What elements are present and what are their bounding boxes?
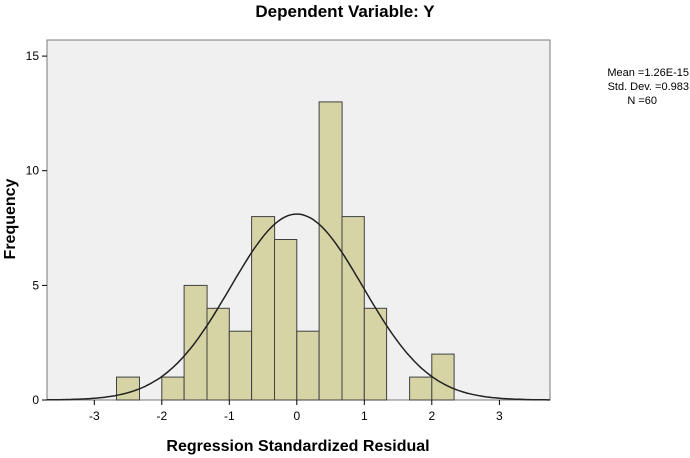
normal-curve: [47, 213, 550, 401]
x-tick-label: 2: [428, 409, 435, 423]
stats-n: N =60: [627, 95, 657, 107]
x-tick-label: -1: [224, 409, 235, 423]
stats-mean: Mean =1.26E-15: [607, 67, 689, 79]
x-tick-label: 3: [496, 409, 503, 423]
histogram-bar-3: [206, 307, 230, 401]
stats-box: Mean =1.26E-15 Std. Dev. =0.983 N =60: [607, 67, 689, 107]
histogram-bar-10: [363, 307, 388, 401]
histogram-bar-12: [431, 353, 455, 401]
x-axis-ticks: -3 -2 -1 0 1 2 3: [89, 400, 503, 423]
histogram-bar-6: [274, 239, 298, 401]
y-tick-label: 15: [26, 49, 40, 63]
y-tick-label: 0: [32, 393, 39, 407]
histogram-bar-5: [251, 216, 276, 401]
histogram-bar-1: [161, 376, 185, 401]
stats-std-dev: Std. Dev. =0.983: [608, 81, 689, 93]
x-axis-title: Regression Standardized Residual: [166, 438, 429, 455]
histogram-bar-7: [296, 330, 320, 401]
x-tick-label: 1: [361, 409, 368, 423]
x-tick-label: 0: [293, 409, 300, 423]
histogram-bar-8: [318, 101, 343, 401]
bars-group: [116, 101, 455, 401]
y-tick-label: 10: [26, 164, 40, 178]
y-axis-title: Frequency: [2, 178, 19, 259]
histogram-bar-11: [409, 376, 433, 401]
histogram-bar-9: [341, 216, 365, 401]
histogram-bar-4: [228, 330, 253, 401]
chart-title: Dependent Variable: Y: [255, 2, 435, 21]
histogram-bar-0: [116, 376, 140, 401]
y-tick-label: 5: [32, 278, 39, 292]
x-tick-label: -3: [89, 409, 100, 423]
x-tick-label: -2: [156, 409, 167, 423]
y-axis-ticks: 0 5 10 15: [26, 49, 47, 407]
